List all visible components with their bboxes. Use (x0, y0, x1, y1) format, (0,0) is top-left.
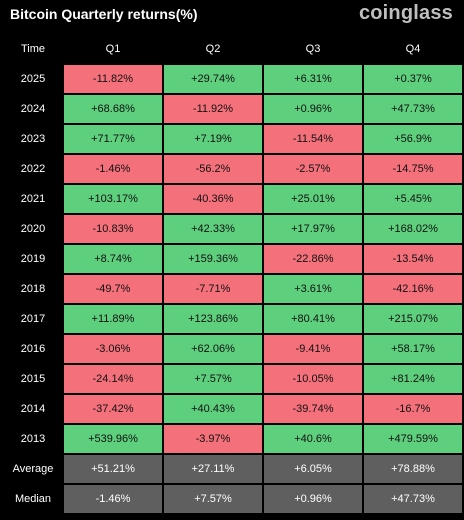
return-cell-2013-q4: +479.59% (364, 425, 462, 453)
row-label-2020: 2020 (20, 223, 46, 235)
return-cell-2020-q3: +17.97% (264, 215, 362, 243)
return-cell-2013-q2: -3.97% (164, 425, 262, 453)
return-cell-2014-q2: +40.43% (164, 395, 262, 423)
row-label-average: Average (12, 463, 54, 475)
return-cell-2023-q2: +7.19% (164, 125, 262, 153)
return-cell-2019-q3: -22.86% (264, 245, 362, 273)
return-cell-2023-q4: +56.9% (364, 125, 462, 153)
row-label-2025: 2025 (20, 73, 46, 85)
return-cell-2022-q2: -56.2% (164, 155, 262, 183)
row-label-2017: 2017 (20, 313, 46, 325)
return-cell-2013-q1: +539.96% (64, 425, 162, 453)
row-label-2015: 2015 (20, 373, 46, 385)
column-header-q3: Q3 (305, 43, 321, 55)
return-cell-2019-q2: +159.36% (164, 245, 262, 273)
return-cell-2019-q4: -13.54% (364, 245, 462, 273)
median-cell-q1: -1.46% (64, 485, 162, 513)
return-cell-2024-q1: +68.68% (64, 95, 162, 123)
row-label-2023: 2023 (20, 133, 46, 145)
return-cell-2015-q2: +7.57% (164, 365, 262, 393)
row-label-median: Median (14, 493, 52, 505)
return-cell-2018-q1: -49.7% (64, 275, 162, 303)
average-cell-q4: +78.88% (364, 455, 462, 483)
return-cell-2015-q3: -10.05% (264, 365, 362, 393)
return-cell-2020-q2: +42.33% (164, 215, 262, 243)
column-header-q1: Q1 (105, 43, 121, 55)
return-cell-2017-q3: +80.41% (264, 305, 362, 333)
return-cell-2023-q1: +71.77% (64, 125, 162, 153)
return-cell-2025-q1: -11.82% (64, 65, 162, 93)
return-cell-2021-q1: +103.17% (64, 185, 162, 213)
returns-table: Time Q1 Q2 Q3 Q4 2025 -11.82% +29.74% +6.31% +0.3… (0, 35, 464, 515)
return-cell-2022-q4: -14.75% (364, 155, 462, 183)
return-cell-2024-q4: +47.73% (364, 95, 462, 123)
return-cell-2017-q1: +11.89% (64, 305, 162, 333)
return-cell-2020-q1: -10.83% (64, 215, 162, 243)
return-cell-2014-q1: -37.42% (64, 395, 162, 423)
return-cell-2021-q3: +25.01% (264, 185, 362, 213)
return-cell-2016-q1: -3.06% (64, 335, 162, 363)
return-cell-2019-q1: +8.74% (64, 245, 162, 273)
return-cell-2023-q3: -11.54% (264, 125, 362, 153)
median-cell-q3: +0.96% (264, 485, 362, 513)
average-cell-q1: +51.21% (64, 455, 162, 483)
return-cell-2022-q3: -2.57% (264, 155, 362, 183)
return-cell-2022-q1: -1.46% (64, 155, 162, 183)
row-label-2018: 2018 (20, 283, 46, 295)
return-cell-2025-q3: +6.31% (264, 65, 362, 93)
return-cell-2016-q2: +62.06% (164, 335, 262, 363)
return-cell-2021-q2: -40.36% (164, 185, 262, 213)
row-label-2019: 2019 (20, 253, 46, 265)
row-label-2024: 2024 (20, 103, 46, 115)
chart-title: Bitcoin Quarterly returns(%) (10, 6, 198, 22)
return-cell-2017-q4: +215.07% (364, 305, 462, 333)
average-cell-q3: +6.05% (264, 455, 362, 483)
return-cell-2014-q4: -16.7% (364, 395, 462, 423)
return-cell-2024-q2: -11.92% (164, 95, 262, 123)
return-cell-2015-q4: +81.24% (364, 365, 462, 393)
return-cell-2018-q4: -42.16% (364, 275, 462, 303)
column-header-q4: Q4 (405, 43, 421, 55)
return-cell-2013-q3: +40.6% (264, 425, 362, 453)
return-cell-2021-q4: +5.45% (364, 185, 462, 213)
return-cell-2024-q3: +0.96% (264, 95, 362, 123)
row-label-2021: 2021 (20, 193, 46, 205)
median-cell-q4: +47.73% (364, 485, 462, 513)
return-cell-2014-q3: -39.74% (264, 395, 362, 423)
return-cell-2016-q3: -9.41% (264, 335, 362, 363)
return-cell-2017-q2: +123.86% (164, 305, 262, 333)
return-cell-2015-q1: -24.14% (64, 365, 162, 393)
column-header-time: Time (20, 43, 46, 55)
brand-logo: coinglass (358, 2, 453, 24)
row-label-2013: 2013 (20, 433, 46, 445)
header: Bitcoin Quarterly returns(%) coinglass (0, 0, 464, 30)
return-cell-2016-q4: +58.17% (364, 335, 462, 363)
return-cell-2018-q3: +3.61% (264, 275, 362, 303)
return-cell-2025-q4: +0.37% (364, 65, 462, 93)
return-cell-2025-q2: +29.74% (164, 65, 262, 93)
row-label-2016: 2016 (20, 343, 46, 355)
return-cell-2018-q2: -7.71% (164, 275, 262, 303)
row-label-2014: 2014 (20, 403, 46, 415)
median-cell-q2: +7.57% (164, 485, 262, 513)
average-cell-q2: +27.11% (164, 455, 262, 483)
return-cell-2020-q4: +168.02% (364, 215, 462, 243)
row-label-2022: 2022 (20, 163, 46, 175)
column-header-q2: Q2 (205, 43, 221, 55)
